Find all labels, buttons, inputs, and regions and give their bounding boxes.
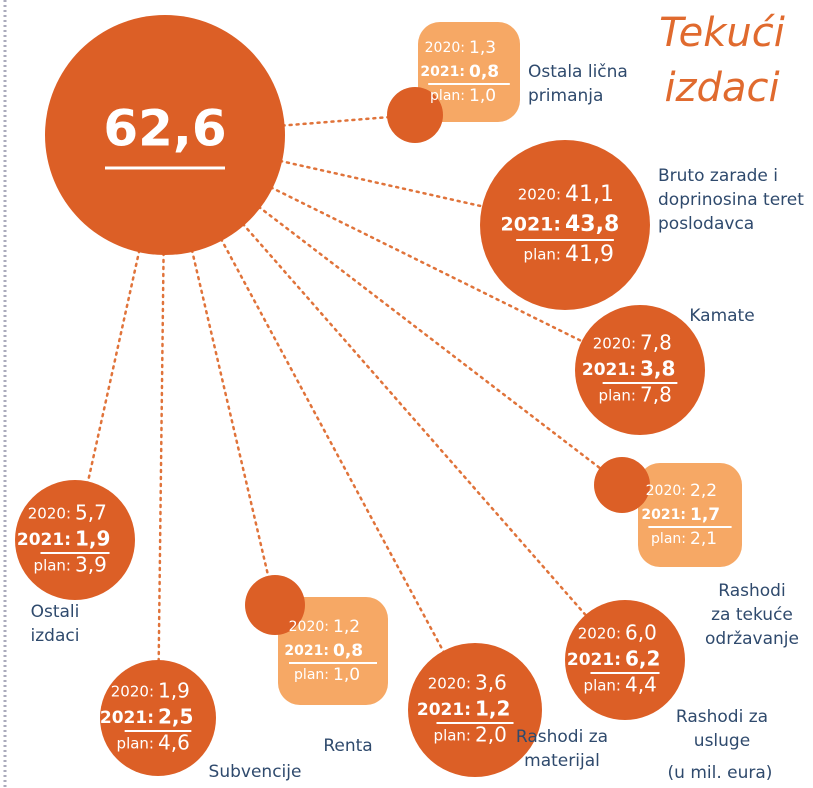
row-label: plan:: [34, 557, 71, 575]
item-dot: [387, 87, 443, 143]
row-value: 41,9: [565, 242, 614, 267]
row-label: 2021:: [417, 700, 471, 720]
connector: [278, 159, 567, 227]
row-value: 4,6: [158, 731, 190, 755]
row-label: plan:: [434, 727, 471, 745]
item-circle: [565, 600, 685, 720]
row-value: 5,7: [75, 501, 107, 525]
row-value: 0,8: [469, 62, 499, 82]
row-label: plan:: [584, 677, 621, 695]
row-value: 1,9: [75, 527, 110, 551]
row-label: 2020:: [518, 186, 561, 204]
total-circle: [45, 15, 285, 255]
item-circle: [480, 140, 650, 310]
item-label: Rashodi: [718, 581, 785, 601]
row-label: 2020:: [289, 619, 329, 635]
row-label: plan:: [599, 387, 636, 405]
item-label: Subvencije: [209, 762, 302, 782]
item-label: materijal: [524, 751, 600, 771]
row-label: plan:: [117, 735, 154, 753]
connector: [219, 237, 477, 712]
row-value: 1,2: [475, 697, 510, 721]
row-label: 2020:: [428, 675, 471, 693]
row-label: 2021:: [420, 64, 465, 80]
item-label: doprinosina teret: [658, 190, 804, 210]
total-value: 62,6: [103, 100, 226, 158]
row-label: 2020:: [646, 483, 686, 499]
item-box: [638, 463, 742, 567]
connector: [281, 113, 417, 127]
item-label: Kamate: [689, 306, 754, 326]
item-label: primanja: [528, 86, 603, 106]
row-value: 41,1: [565, 182, 614, 207]
item-label: održavanje: [705, 629, 799, 649]
row-label: 2020:: [28, 505, 71, 523]
row-value: 6,2: [625, 647, 660, 671]
row-label: 2020:: [425, 40, 465, 56]
item-box: [418, 22, 520, 122]
row-value: 1,9: [158, 679, 190, 703]
item-circle: [100, 660, 216, 776]
row-label: 2020:: [111, 683, 154, 701]
row-label: 2021:: [17, 530, 71, 550]
connector: [269, 186, 642, 372]
row-label: 2021:: [100, 708, 154, 728]
row-value: 3,8: [640, 357, 675, 381]
item-circle: [575, 305, 705, 435]
row-label: 2020:: [593, 335, 636, 353]
item-label: Rashodi za: [516, 727, 608, 747]
item-label: usluge: [694, 731, 750, 751]
item-label: Ostala lična: [528, 62, 628, 82]
connector: [190, 248, 277, 607]
item-dot: [245, 575, 305, 635]
row-value: 3,6: [475, 671, 507, 695]
row-value: 2,1: [690, 529, 717, 549]
row-label: 2020:: [578, 625, 621, 643]
row-value: 6,0: [625, 621, 657, 645]
row-label: 2021:: [501, 214, 561, 236]
row-value: 2,2: [690, 481, 717, 501]
connector: [241, 222, 627, 662]
connector: [156, 251, 165, 720]
title-line: izdaci: [664, 65, 779, 111]
item-dot: [594, 457, 650, 513]
item-label: Renta: [323, 736, 372, 756]
row-value: 3,9: [75, 553, 107, 577]
item-label: Rashodi za: [676, 707, 768, 727]
row-value: 7,8: [640, 383, 672, 407]
row-value: 1,2: [333, 617, 360, 637]
item-label: za tekuće: [711, 605, 793, 625]
item-label: Bruto zarade i: [658, 166, 778, 186]
item-circle: [15, 480, 135, 600]
title-line: Tekući: [659, 10, 785, 56]
row-label: plan:: [430, 88, 465, 104]
row-value: 1,0: [469, 86, 496, 106]
item-circle: [408, 643, 542, 777]
item-box: [278, 597, 388, 705]
row-label: plan:: [651, 531, 686, 547]
item-label: izdaci: [31, 626, 80, 646]
row-label: 2021:: [641, 507, 686, 523]
item-label: Ostali: [31, 602, 80, 622]
unit-note: (u mil. eura): [668, 763, 773, 783]
row-label: plan:: [294, 667, 329, 683]
row-value: 0,8: [333, 641, 363, 661]
connectors: [73, 113, 642, 720]
row-value: 43,8: [565, 212, 619, 237]
row-value: 1,3: [469, 38, 496, 58]
row-value: 4,4: [625, 673, 657, 697]
row-label: 2021:: [284, 643, 329, 659]
row-value: 2,5: [158, 705, 193, 729]
row-label: plan:: [524, 246, 561, 264]
row-value: 7,8: [640, 331, 672, 355]
row-value: 1,7: [690, 505, 720, 525]
row-value: 2,0: [475, 723, 507, 747]
row-label: 2021:: [567, 650, 621, 670]
row-value: 1,0: [333, 665, 360, 685]
connector: [257, 205, 624, 487]
item-label: poslodavca: [658, 214, 754, 234]
row-label: 2021:: [582, 360, 636, 380]
